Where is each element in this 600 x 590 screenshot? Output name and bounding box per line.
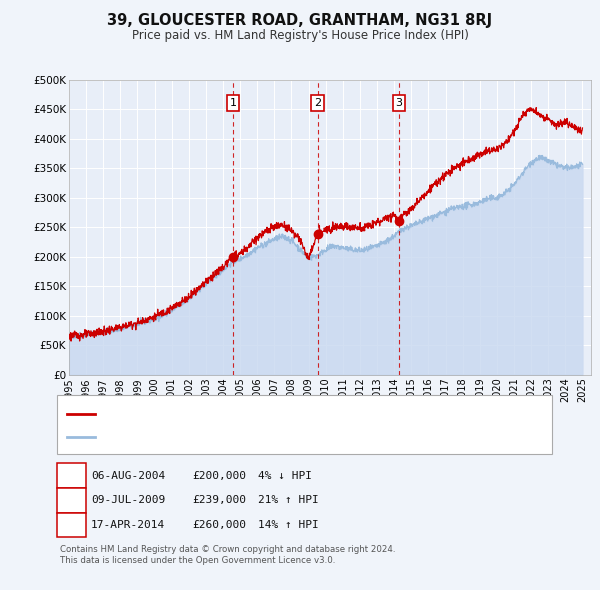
Text: Price paid vs. HM Land Registry's House Price Index (HPI): Price paid vs. HM Land Registry's House … [131,29,469,42]
Text: 39, GLOUCESTER ROAD, GRANTHAM, NG31 8RJ (detached house): 39, GLOUCESTER ROAD, GRANTHAM, NG31 8RJ … [99,409,439,418]
Text: £260,000: £260,000 [192,520,246,530]
Text: 17-APR-2014: 17-APR-2014 [91,520,166,530]
Text: 1: 1 [68,469,75,482]
Text: £200,000: £200,000 [192,471,246,480]
Text: 14% ↑ HPI: 14% ↑ HPI [258,520,319,530]
Text: 21% ↑ HPI: 21% ↑ HPI [258,496,319,505]
Text: 3: 3 [68,519,75,532]
Text: 06-AUG-2004: 06-AUG-2004 [91,471,166,480]
Text: 2: 2 [314,99,321,108]
Text: 2: 2 [68,494,75,507]
Text: 3: 3 [395,99,403,108]
Text: 4% ↓ HPI: 4% ↓ HPI [258,471,312,480]
Text: 1: 1 [230,99,236,108]
Text: 39, GLOUCESTER ROAD, GRANTHAM, NG31 8RJ: 39, GLOUCESTER ROAD, GRANTHAM, NG31 8RJ [107,12,493,28]
Text: HPI: Average price, detached house, South Kesteven: HPI: Average price, detached house, Sout… [99,432,373,442]
Text: £239,000: £239,000 [192,496,246,505]
Text: 09-JUL-2009: 09-JUL-2009 [91,496,166,505]
Text: Contains HM Land Registry data © Crown copyright and database right 2024.: Contains HM Land Registry data © Crown c… [60,545,395,555]
Text: This data is licensed under the Open Government Licence v3.0.: This data is licensed under the Open Gov… [60,556,335,565]
